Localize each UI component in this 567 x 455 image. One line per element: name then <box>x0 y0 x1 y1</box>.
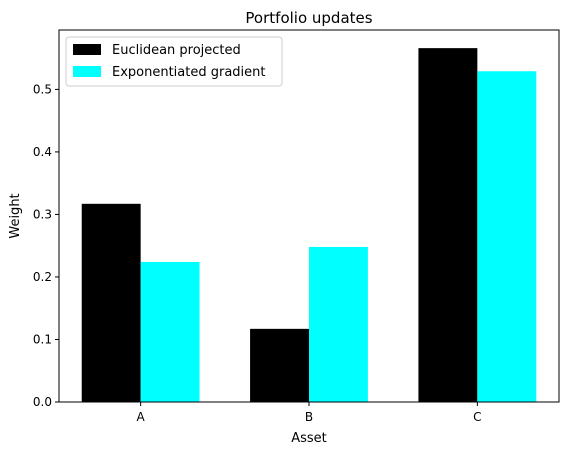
bars-layer <box>81 48 537 402</box>
y-axis: 0.0 0.1 0.2 0.3 0.4 0.5 <box>33 82 59 409</box>
chart-title: Portfolio updates <box>245 9 372 27</box>
bar-exponentiated-A <box>140 261 200 402</box>
bar-euclidean-B <box>250 328 309 402</box>
y-tick-label: 0.4 <box>33 145 52 159</box>
y-tick-label: 0.0 <box>33 395 52 409</box>
x-tick-label: B <box>305 410 313 424</box>
legend-box <box>65 36 283 87</box>
legend: Euclidean projected Exponentiated gradie… <box>65 36 283 87</box>
legend-label-euclidean: Euclidean projected <box>112 43 241 58</box>
y-axis-label: Weight <box>8 193 23 238</box>
bar-euclidean-A <box>81 203 141 402</box>
x-axis: A B C <box>137 402 482 424</box>
x-tick-label: C <box>473 410 481 424</box>
legend-swatch-exponentiated <box>73 66 101 77</box>
y-tick-label: 0.3 <box>33 207 52 221</box>
y-tick-label: 0.2 <box>33 270 52 284</box>
y-tick-label: 0.1 <box>33 332 52 346</box>
bar-euclidean-C <box>418 48 478 402</box>
legend-swatch-euclidean <box>73 44 101 55</box>
bar-exponentiated-C <box>477 71 537 402</box>
y-tick-label: 0.5 <box>33 82 52 96</box>
bar-exponentiated-B <box>309 246 368 402</box>
x-axis-label: Asset <box>291 431 327 446</box>
legend-label-exponentiated: Exponentiated gradient <box>112 65 266 80</box>
x-tick-label: A <box>137 410 146 424</box>
